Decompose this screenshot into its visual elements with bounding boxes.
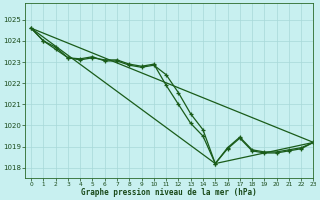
X-axis label: Graphe pression niveau de la mer (hPa): Graphe pression niveau de la mer (hPa) xyxy=(81,188,257,197)
